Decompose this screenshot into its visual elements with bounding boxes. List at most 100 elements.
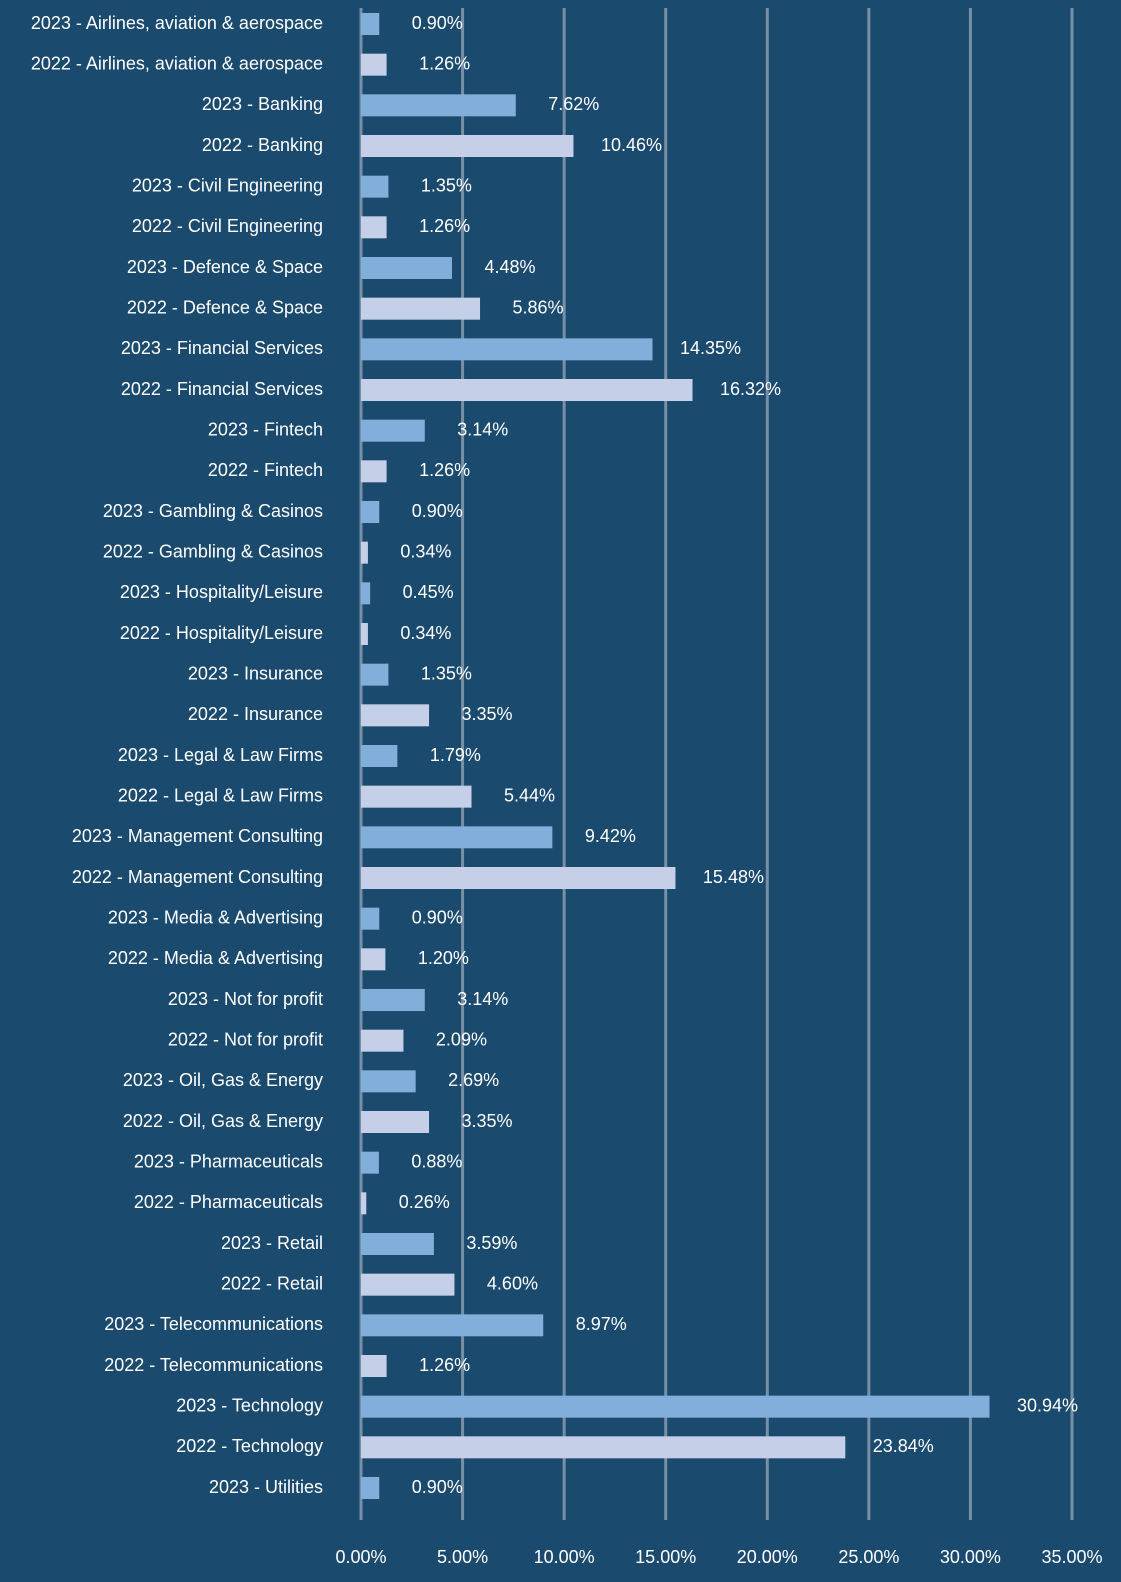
value-label: 2.69% [448,1070,499,1090]
bar [361,989,425,1011]
bar [361,135,574,157]
x-tick-label: 30.00% [940,1547,1001,1567]
category-label: 2023 - Hospitality/Leisure [120,582,323,602]
value-label: 8.97% [576,1314,627,1334]
bar [361,53,387,76]
category-label: 2022 - Not for profit [168,1029,323,1049]
value-label: 1.26% [419,460,470,480]
x-tick-label: 10.00% [534,1547,595,1567]
value-label: 7.62% [548,94,599,114]
value-label: 3.59% [466,1233,517,1253]
category-label: 2023 - Technology [176,1395,323,1415]
category-label: 2023 - Oil, Gas & Energy [123,1070,323,1090]
bar [361,379,693,401]
category-label: 2022 - Hospitality/Leisure [120,623,323,643]
value-label: 5.86% [513,297,564,317]
value-label: 1.26% [419,1355,470,1375]
category-label: 2022 - Gambling & Casinos [103,541,323,561]
category-label: 2022 - Financial Services [121,379,323,399]
category-label: 2022 - Retail [221,1273,323,1293]
value-label: 30.94% [1017,1395,1078,1415]
category-label: 2022 - Defence & Space [127,297,323,317]
bar [361,338,653,361]
x-tick-label: 15.00% [635,1547,696,1567]
category-label: 2022 - Insurance [188,704,323,724]
category-label: 2023 - Utilities [209,1477,323,1497]
value-label: 15.48% [703,867,764,887]
category-label: 2023 - Telecommunications [104,1314,323,1334]
value-label: 5.44% [504,785,555,805]
value-label: 3.14% [457,989,508,1009]
bar [361,826,553,849]
bar [361,1029,404,1052]
category-label: 2023 - Legal & Law Firms [118,745,323,765]
x-tick-label: 25.00% [838,1547,899,1567]
bar [361,1273,455,1296]
bar [361,1436,846,1459]
value-label: 0.26% [399,1192,450,1212]
bar [361,1477,380,1499]
value-label: 0.34% [400,623,451,643]
category-label: 2023 - Civil Engineering [132,175,323,195]
bar [361,663,389,686]
bar [361,13,380,35]
category-label: 2022 - Management Consulting [72,867,323,887]
category-label: 2023 - Management Consulting [72,826,323,846]
bar [361,867,676,889]
bar [361,785,472,808]
bar [361,582,371,605]
bar [361,704,430,727]
bar [361,1355,387,1377]
value-label: 16.32% [720,379,781,399]
value-label: 0.34% [400,541,451,561]
x-tick-label: 5.00% [437,1547,488,1567]
bar [361,623,368,645]
category-label: 2023 - Media & Advertising [108,907,323,927]
bar [361,1395,990,1418]
category-label: 2022 - Banking [202,135,323,155]
category-label: 2023 - Banking [202,94,323,114]
value-label: 0.45% [403,582,454,602]
bar [361,216,387,239]
bar [361,1192,367,1215]
value-label: 0.88% [411,1151,462,1171]
value-label: 1.35% [421,175,472,195]
value-label: 0.90% [412,501,463,521]
value-label: 3.35% [462,704,513,724]
category-label: 2022 - Telecommunications [104,1355,323,1375]
value-label: 9.42% [585,826,636,846]
category-label: 2023 - Retail [221,1233,323,1253]
value-label: 3.14% [457,419,508,439]
value-label: 14.35% [680,338,741,358]
value-label: 4.48% [484,257,535,277]
category-label: 2023 - Not for profit [168,989,323,1009]
x-tick-label: 0.00% [335,1547,386,1567]
value-label: 23.84% [873,1436,934,1456]
bar [361,297,481,320]
x-tick-label: 20.00% [737,1547,798,1567]
bar [361,1151,379,1174]
category-label: 2023 - Defence & Space [127,257,323,277]
value-label: 4.60% [487,1273,538,1293]
category-label: 2023 - Insurance [188,663,323,683]
category-label: 2022 - Media & Advertising [108,948,323,968]
bar [361,1233,434,1255]
category-label: 2022 - Technology [176,1436,323,1456]
value-label: 1.26% [419,216,470,236]
category-label: 2023 - Pharmaceuticals [134,1151,323,1171]
bar [361,1070,416,1093]
value-label: 10.46% [601,135,662,155]
bar [361,907,380,930]
category-label: 2023 - Gambling & Casinos [103,501,323,521]
category-label: 2022 - Civil Engineering [132,216,323,236]
category-label: 2022 - Oil, Gas & Energy [123,1111,323,1131]
value-label: 3.35% [462,1111,513,1131]
bar [361,1111,430,1133]
category-label: 2022 - Fintech [208,460,323,480]
category-label: 2022 - Legal & Law Firms [118,785,323,805]
value-label: 1.79% [430,745,481,765]
x-tick-label: 35.00% [1041,1547,1102,1567]
category-label: 2023 - Fintech [208,419,323,439]
value-label: 0.90% [412,13,463,33]
